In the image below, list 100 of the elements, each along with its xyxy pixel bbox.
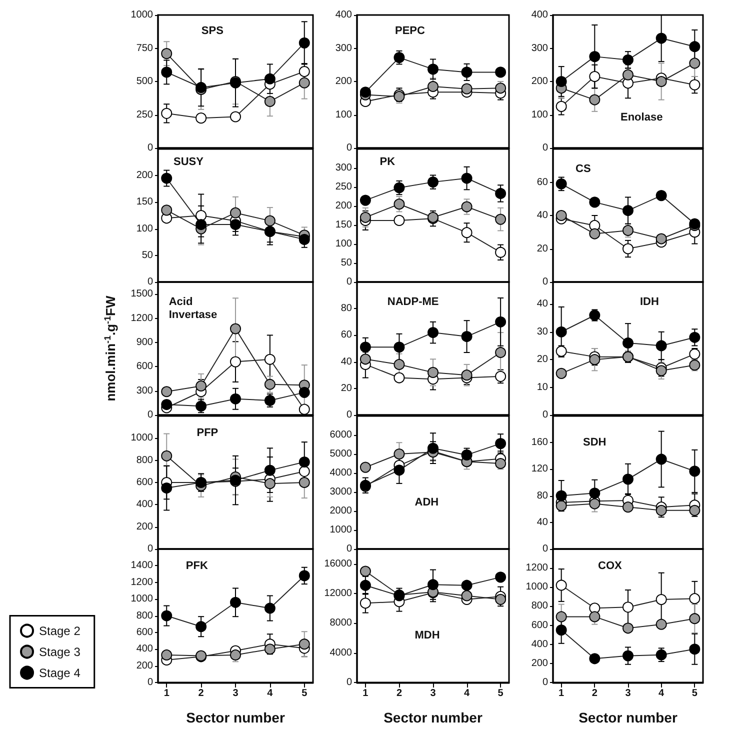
legend-label: Stage 4 bbox=[39, 666, 81, 680]
y-tick-label: 200 bbox=[531, 658, 548, 669]
y-tick-label: 10 bbox=[536, 382, 548, 393]
x-axis-title: Sector number bbox=[384, 710, 483, 726]
y-tick-label: 0 bbox=[147, 543, 154, 554]
y-tick-label: 200 bbox=[335, 76, 352, 87]
x-tick-label: 3 bbox=[232, 688, 239, 699]
y-tick-label: 300 bbox=[335, 162, 352, 173]
text: SPS bbox=[201, 24, 224, 37]
text: PFP bbox=[196, 426, 218, 439]
y-tick-label: 0 bbox=[147, 276, 154, 287]
text: PEPC bbox=[395, 24, 426, 37]
y-tick-label: 400 bbox=[531, 638, 548, 650]
y-tick-label: 0 bbox=[542, 142, 548, 154]
legend-label: Stage 2 bbox=[39, 624, 81, 638]
x-tick-label: 4 bbox=[464, 688, 470, 699]
y-tick-label: 80 bbox=[536, 490, 548, 501]
y-tick-label: 160 bbox=[531, 436, 548, 448]
y-tick-label: 0 bbox=[346, 410, 352, 420]
x-tick-label: 3 bbox=[625, 688, 632, 699]
text: PK bbox=[380, 156, 396, 168]
y-tick-label: 40 bbox=[536, 516, 548, 528]
y-tick-label: 250 bbox=[335, 181, 352, 192]
text: SUSY bbox=[174, 156, 204, 168]
y-tick-label: 150 bbox=[335, 219, 352, 230]
text: COX bbox=[598, 560, 622, 572]
y-tick-label: 600 bbox=[136, 476, 154, 488]
x-tick-label: 4 bbox=[267, 688, 274, 699]
x-tick-label: 5 bbox=[498, 688, 504, 699]
y-tick-label: 1200 bbox=[130, 312, 154, 324]
y-tick-label: 800 bbox=[531, 600, 548, 612]
y-tick-label: 1000 bbox=[130, 10, 154, 20]
y-tick-label: 200 bbox=[531, 76, 548, 87]
y-tick-label: 1000 bbox=[130, 432, 154, 444]
x-tick-label: 1 bbox=[558, 688, 565, 699]
y-tick-label: 400 bbox=[136, 498, 154, 510]
y-tick-label: 40 bbox=[340, 356, 352, 368]
y-tick-label: 0 bbox=[346, 276, 352, 287]
y-tick-label: 200 bbox=[136, 170, 154, 181]
y-tick-label: 2000 bbox=[330, 505, 352, 516]
x-tick-label: 5 bbox=[692, 688, 698, 699]
y-tick-label: 100 bbox=[136, 222, 154, 234]
y-tick-label: 900 bbox=[136, 336, 154, 348]
y-tick-label: 12000 bbox=[324, 588, 352, 599]
y-tick-label: 400 bbox=[335, 10, 352, 20]
y-tick-label: 200 bbox=[335, 200, 352, 211]
y-tick-label: 1200 bbox=[526, 562, 548, 574]
text: Acid Invertase bbox=[168, 296, 218, 321]
y-tick-label: 500 bbox=[136, 76, 154, 87]
y-tick-label: 200 bbox=[136, 520, 154, 532]
y-tick-label: 0 bbox=[542, 276, 548, 287]
y-tick-label: 800 bbox=[136, 610, 154, 622]
y-tick-label: 3000 bbox=[330, 486, 352, 497]
y-tick-label: 50 bbox=[340, 257, 352, 268]
x-tick-label: 5 bbox=[302, 688, 308, 699]
x-axis-title: Sector number bbox=[578, 710, 678, 726]
y-tick-label: 60 bbox=[536, 176, 548, 188]
y-tick-label: 0 bbox=[147, 677, 154, 688]
y-tick-label: 0 bbox=[542, 543, 548, 554]
y-tick-label: 800 bbox=[136, 454, 154, 466]
y-tick-label: 20 bbox=[340, 382, 352, 394]
y-tick-label: 0 bbox=[147, 142, 154, 154]
y-tick-label: 1400 bbox=[130, 560, 154, 572]
y-tick-label: 100 bbox=[335, 109, 352, 120]
x-tick-label: 2 bbox=[396, 688, 402, 699]
x-axis-title: Sector number bbox=[186, 710, 286, 726]
y-tick-label: 5000 bbox=[330, 448, 352, 459]
text: Enolase bbox=[620, 112, 663, 124]
text: SDH bbox=[583, 436, 606, 448]
y-tick-label: 300 bbox=[136, 385, 154, 396]
y-tick-label: 600 bbox=[136, 361, 154, 372]
y-axis-title: nmol.min-1.g-1FW bbox=[102, 295, 118, 402]
y-tick-label: 400 bbox=[531, 10, 548, 20]
legend-label: Stage 3 bbox=[39, 644, 81, 659]
x-tick-label: 2 bbox=[592, 688, 598, 699]
y-tick-label: 30 bbox=[536, 326, 548, 338]
y-tick-label: 600 bbox=[531, 620, 548, 631]
y-tick-label: 8000 bbox=[330, 618, 352, 629]
y-tick-label: 0 bbox=[346, 543, 352, 554]
y-tick-label: 40 bbox=[536, 298, 548, 310]
y-tick-label: 0 bbox=[542, 410, 548, 420]
y-tick-label: 1000 bbox=[526, 582, 548, 593]
text: CS bbox=[576, 162, 591, 174]
y-tick-label: 400 bbox=[136, 644, 154, 655]
y-tick-label: 6000 bbox=[330, 429, 352, 440]
y-tick-label: 60 bbox=[340, 330, 352, 341]
x-tick-label: 2 bbox=[198, 688, 204, 699]
y-tick-label: 300 bbox=[531, 42, 548, 54]
text: PFK bbox=[186, 560, 208, 572]
x-tick-label: 3 bbox=[430, 688, 436, 699]
y-tick-label: 1000 bbox=[130, 594, 154, 605]
y-tick-label: 100 bbox=[335, 238, 352, 249]
y-tick-label: 250 bbox=[136, 109, 154, 120]
y-tick-label: 50 bbox=[142, 249, 154, 260]
y-tick-label: 1200 bbox=[130, 576, 154, 588]
y-tick-label: 40 bbox=[536, 210, 548, 220]
x-tick-label: 4 bbox=[658, 688, 665, 699]
y-tick-label: 80 bbox=[340, 303, 352, 314]
text: NADP-ME bbox=[387, 296, 439, 308]
x-tick-label: 1 bbox=[362, 688, 369, 699]
